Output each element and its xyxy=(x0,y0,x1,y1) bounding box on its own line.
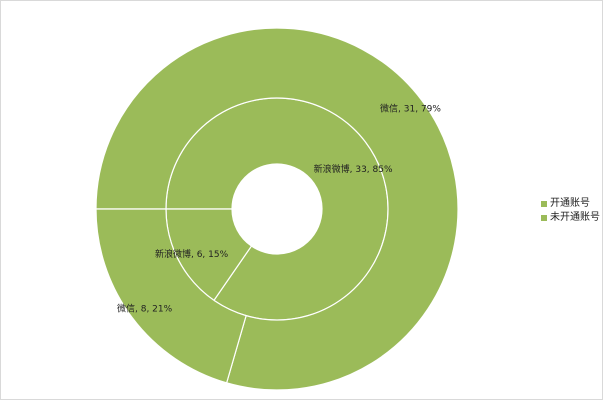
outer-ring-slice-1 xyxy=(95,208,247,384)
legend: 开通账号 未开通账号 xyxy=(541,197,600,225)
legend-item-unopened: 未开通账号 xyxy=(541,211,600,225)
legend-label-opened: 开通账号 xyxy=(550,198,590,209)
legend-item-opened: 开通账号 xyxy=(541,197,600,211)
inner-ring-label-1: 新浪微博, 6, 15% xyxy=(155,248,229,260)
legend-swatch-unopened xyxy=(541,215,547,221)
outer-ring-slice-0 xyxy=(95,27,459,391)
legend-label-unopened: 未开通账号 xyxy=(550,212,600,223)
legend-swatch-opened xyxy=(541,201,547,207)
outer-ring-label-1: 微信, 8, 21% xyxy=(117,302,173,314)
outer-ring-label-0: 微信, 31, 79% xyxy=(380,103,441,115)
inner-ring-label-0: 新浪微博, 33, 85% xyxy=(314,163,393,175)
